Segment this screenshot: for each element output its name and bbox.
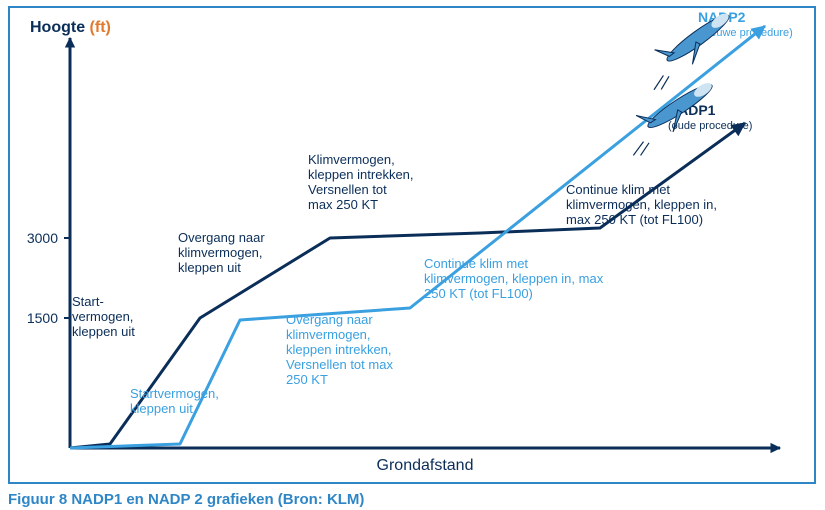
y-tick-label: 1500	[27, 310, 58, 326]
chart-frame: 15003000Hoogte (ft)GrondafstandNADP1(oud…	[8, 6, 816, 484]
annotation: Start-vermogen,kleppen uit	[72, 294, 135, 339]
x-axis-title: Grondafstand	[377, 457, 474, 474]
chart-svg: 15003000Hoogte (ft)GrondafstandNADP1(oud…	[10, 8, 818, 486]
nadp-chart: 15003000Hoogte (ft)GrondafstandNADP1(oud…	[10, 8, 814, 482]
annotation: Continue klim metklimvermogen, kleppen i…	[424, 256, 604, 301]
y-tick-label: 3000	[27, 230, 58, 246]
annotation: Startvermogen,kleppen uit	[130, 386, 219, 416]
annotation: Klimvermogen,kleppen intrekken,Versnelle…	[308, 152, 414, 212]
annotation: Overgang naarklimvermogen,kleppen intrek…	[286, 312, 393, 387]
annotation: Continue klim metklimvermogen, kleppen i…	[566, 182, 717, 227]
y-axis-title: Hoogte (ft)	[30, 19, 111, 36]
figure-caption: Figuur 8 NADP1 en NADP 2 grafieken (Bron…	[8, 491, 364, 508]
nadp2-path	[70, 26, 765, 448]
annotation: Overgang naarklimvermogen,kleppen uit	[178, 230, 265, 275]
aircraft-icon	[635, 8, 740, 93]
